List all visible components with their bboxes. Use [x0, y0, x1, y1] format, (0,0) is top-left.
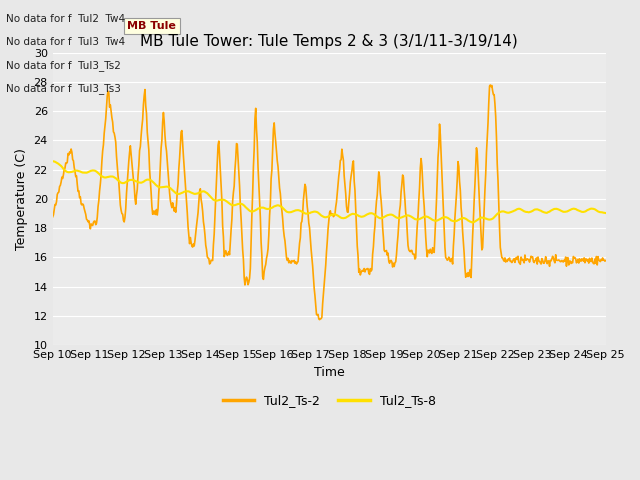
- Tul2_Ts-8: [49, 158, 56, 164]
- Tul2_Ts-2: [201, 232, 209, 238]
- Text: No data for f  Tul3_Ts3: No data for f Tul3_Ts3: [6, 84, 121, 95]
- Tul2_Ts-2: [49, 214, 56, 220]
- Tul2_Ts-2: [59, 176, 67, 181]
- Tul2_Ts-8: [397, 215, 404, 221]
- Tul2_Ts-8: [413, 216, 420, 222]
- X-axis label: Time: Time: [314, 366, 344, 379]
- Tul2_Ts-2: [397, 189, 405, 195]
- Tul2_Ts-2: [316, 317, 323, 323]
- Tul2_Ts-8: [116, 179, 124, 184]
- Text: MB Tule: MB Tule: [127, 21, 176, 31]
- Legend: Tul2_Ts-2, Tul2_Ts-8: Tul2_Ts-2, Tul2_Ts-8: [218, 389, 441, 412]
- Tul2_Ts-8: [59, 165, 67, 171]
- Tul2_Ts-2: [116, 191, 124, 196]
- Tul2_Ts-2: [172, 209, 180, 215]
- Text: No data for f  Tul2  Tw4: No data for f Tul2 Tw4: [6, 14, 125, 24]
- Tul2_Ts-2: [602, 258, 609, 264]
- Tul2_Ts-8: [468, 219, 476, 225]
- Line: Tul2_Ts-2: Tul2_Ts-2: [52, 85, 605, 320]
- Line: Tul2_Ts-8: Tul2_Ts-8: [52, 161, 605, 222]
- Text: No data for f  Tul3  Tw4: No data for f Tul3 Tw4: [6, 37, 125, 48]
- Tul2_Ts-8: [172, 190, 180, 196]
- Y-axis label: Temperature (C): Temperature (C): [15, 148, 28, 250]
- Title: MB Tule Tower: Tule Temps 2 & 3 (3/1/11-3/19/14): MB Tule Tower: Tule Temps 2 & 3 (3/1/11-…: [140, 34, 518, 48]
- Tul2_Ts-8: [201, 189, 209, 195]
- Tul2_Ts-8: [602, 210, 609, 216]
- Tul2_Ts-2: [413, 223, 421, 228]
- Tul2_Ts-2: [486, 82, 494, 88]
- Text: No data for f  Tul3_Ts2: No data for f Tul3_Ts2: [6, 60, 121, 72]
